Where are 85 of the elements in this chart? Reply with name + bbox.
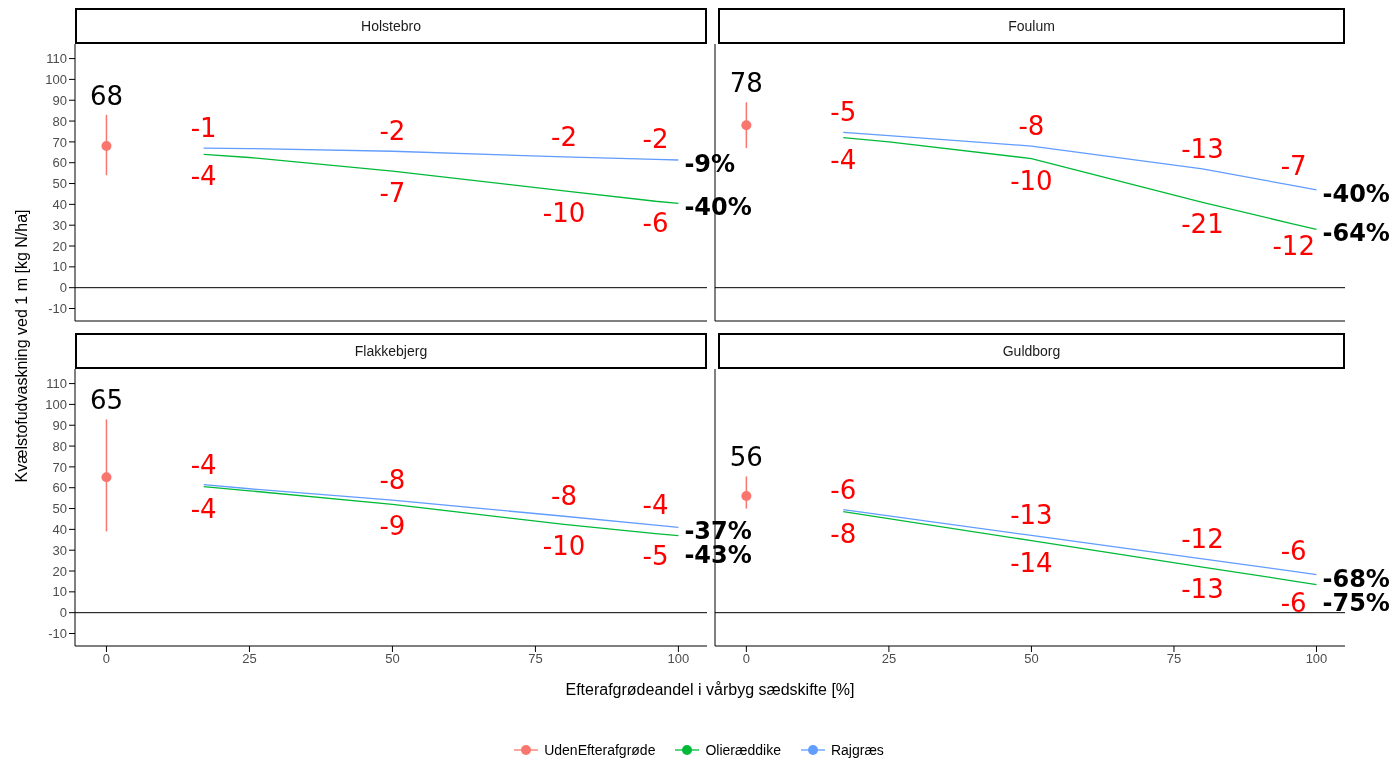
y-tick-label: 30 [52, 217, 67, 233]
annotation: -8 [379, 465, 406, 496]
y-tick-label: 20 [52, 563, 67, 579]
chart-title: Holstebro [75, 8, 707, 44]
annotation: -13 [1181, 574, 1224, 605]
y-tick-label: 110 [46, 376, 67, 392]
annotation: -21 [1181, 209, 1224, 240]
annotation: -2 [551, 121, 577, 152]
y-tick-label: 10 [52, 584, 67, 600]
y-tick-label: 90 [52, 417, 67, 433]
annotation: -6 [642, 208, 669, 239]
annotation: -40% [684, 193, 752, 222]
annotation: -64% [1322, 219, 1390, 248]
legend-label: Olieræddike [705, 742, 781, 758]
chart-title: Flakkebjerg [75, 333, 707, 369]
y-tick-label: 50 [52, 501, 67, 517]
x-tick-label: 50 [1024, 651, 1039, 667]
x-tick-label: 25 [881, 651, 897, 667]
y-tick-label: 100 [45, 72, 67, 88]
annotation: -7 [379, 178, 406, 209]
y-tick-label: 40 [52, 196, 67, 212]
annotation: -9 [379, 511, 406, 542]
x-axis-title: Efterafgrødeandel i vårbyg sædskifte [%] [565, 681, 855, 699]
annotation: -6 [830, 474, 857, 505]
annotation: -14 [1010, 547, 1053, 578]
annotation: -4 [190, 161, 217, 192]
data-label: 78 [729, 68, 763, 99]
annotation: -5 [642, 540, 669, 571]
annotation: -4 [642, 490, 669, 521]
y-tick-label: 90 [52, 92, 67, 108]
chart-title: Foulum [718, 8, 1345, 44]
y-tick-label: 10 [52, 259, 67, 275]
annotation: -4 [190, 449, 217, 480]
annotation: -10 [542, 197, 586, 228]
annotation: -8 [1018, 111, 1045, 142]
x-tick-label: 0 [102, 651, 111, 667]
y-tick-label: -10 [48, 301, 67, 317]
annotation: -8 [830, 518, 857, 549]
annotation: -1 [190, 113, 217, 144]
annotation: -12 [1181, 523, 1224, 554]
y-tick-label: 110 [46, 51, 67, 67]
y-tick-label: 70 [52, 134, 67, 150]
annotation: -7 [1280, 150, 1307, 181]
annotation: -10 [542, 531, 586, 562]
x-tick-label: 100 [1305, 651, 1328, 667]
y-tick-label: 40 [52, 521, 67, 537]
annotation: -9% [684, 150, 736, 179]
annotation: -12 [1272, 231, 1315, 262]
y-tick-label: 60 [52, 155, 67, 171]
annotation: -2 [642, 124, 669, 155]
y-tick-label: 20 [52, 238, 67, 254]
annotation: -5 [830, 97, 857, 128]
y-tick-label: 80 [52, 113, 67, 129]
annotation: -13 [1010, 500, 1053, 531]
annotation: -6 [1280, 536, 1307, 567]
y-tick-label: 100 [45, 397, 67, 413]
y-tick-label: 60 [52, 480, 67, 496]
x-tick-label: 25 [242, 651, 257, 667]
y-tick-label: 50 [52, 176, 67, 192]
x-tick-label: 75 [1166, 651, 1182, 667]
annotation: -13 [1181, 133, 1224, 164]
y-tick-label: 80 [52, 438, 67, 454]
legend-label: Rajgræs [830, 742, 884, 758]
x-tick-label: 0 [742, 651, 750, 667]
data-label: 68 [89, 80, 123, 111]
y-tick-label: 70 [52, 459, 67, 475]
legend-label: UdenEfterafgrøde [544, 742, 656, 758]
y-axis-title: Kvælstofudvaskning ved 1 m [kg N/ha] [13, 209, 31, 483]
annotation: -4 [830, 144, 857, 175]
x-tick-label: 100 [667, 651, 690, 667]
y-tick-label: 0 [59, 605, 67, 621]
y-tick-label: 0 [59, 280, 67, 296]
annotation: -6 [1280, 588, 1307, 619]
annotation: -2 [379, 116, 406, 147]
y-tick-label: 30 [52, 542, 67, 558]
annotation: -4 [190, 493, 217, 524]
x-tick-label: 50 [385, 651, 400, 667]
y-tick-label: -10 [48, 626, 67, 642]
annotation: -10 [1010, 165, 1053, 196]
data-label: 65 [89, 385, 123, 416]
annotation: -40% [1322, 179, 1390, 208]
x-tick-label: 75 [528, 651, 543, 667]
annotation: -8 [551, 481, 577, 512]
chart-title: Guldborg [718, 333, 1345, 369]
data-label: 56 [729, 442, 763, 473]
